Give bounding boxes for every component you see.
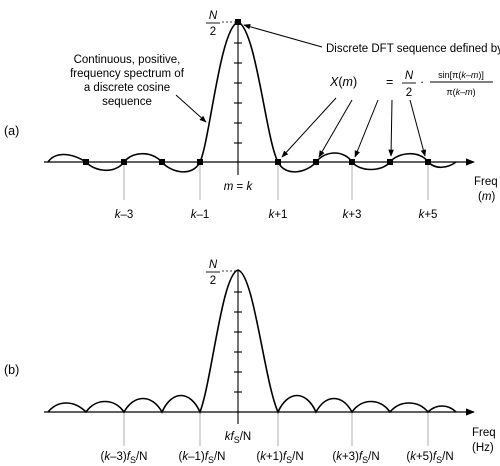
- svg-text:=: =: [386, 75, 393, 89]
- panel-b-center-label: kfS/N: [225, 431, 251, 445]
- panel-a-peak-arrow: [243, 24, 323, 48]
- panel-a-tick-k-1: k–1: [191, 209, 210, 221]
- panel-b-magnitude-spectrum: [47, 269, 457, 415]
- panel-a-tick-k+3: k+3: [343, 209, 362, 221]
- svg-text:Continuous, positive,: Continuous, positive,: [74, 54, 181, 66]
- svg-text:2: 2: [406, 87, 412, 99]
- svg-text:X(m): X(m): [329, 75, 357, 89]
- panel-b-tick-k+3: (k+3)fS/N: [332, 451, 379, 465]
- svg-text:N: N: [209, 259, 218, 271]
- panel-b-tick-k-3: (k–3)fS/N: [101, 451, 148, 465]
- panel-a-tick-k-3: k–3: [115, 209, 134, 221]
- panel-a-axis-label: Freq: [474, 176, 498, 188]
- svg-text:sequence: sequence: [102, 96, 152, 108]
- panel-b-peak-label: N 2: [206, 259, 220, 287]
- panel-a-sample-arrows: [281, 97, 427, 158]
- svg-text:frequency spectrum of: frequency spectrum of: [70, 68, 185, 80]
- svg-text:N: N: [405, 70, 414, 82]
- svg-text:a discrete cosine: a discrete cosine: [84, 82, 170, 94]
- panel-a-formula: X(m) = N 2 · sin[π(k–m)] π(k–m): [329, 70, 493, 99]
- panel-a-curve-arrow: [175, 94, 207, 123]
- svg-text:2: 2: [210, 275, 216, 287]
- panel-a-dft-samples: [83, 19, 431, 165]
- panel-b-axis-label: Freq: [472, 427, 496, 439]
- panel-a: (a): [4, 10, 500, 221]
- svg-text:2: 2: [210, 26, 216, 38]
- panel-a-grid-ticks: [123, 163, 429, 200]
- panel-a-axis-unit: (m): [478, 191, 495, 203]
- panel-a-tick-k+1: k+1: [269, 209, 288, 221]
- panel-a-center-ticks: [234, 42, 242, 144]
- panel-b-tick-k+5: (k+5)fS/N: [406, 451, 453, 465]
- svg-text:π(k–m): π(k–m): [446, 87, 475, 97]
- panel-a-peak-label: N 2: [206, 10, 220, 38]
- panel-b-axis-unit: (Hz): [472, 442, 494, 454]
- panel-a-tick-k+5: k+5: [419, 209, 438, 221]
- panel-a-dft-caption: Discrete DFT sequence defined by: [326, 43, 500, 55]
- svg-text:N: N: [209, 10, 218, 22]
- panel-a-label: (a): [4, 124, 19, 138]
- panel-a-center-label: m = k: [224, 181, 254, 193]
- panel-b-center-ticks: [234, 291, 242, 393]
- panel-b-label: (b): [4, 363, 19, 377]
- panel-b-tick-k+1: (k+1)fS/N: [256, 451, 303, 465]
- svg-text:·: ·: [420, 75, 424, 89]
- panel-b: (b) N 2 kfS/N (k–3)fS/N (k–1)fS: [4, 259, 496, 465]
- svg-text:sin[π(k–m)]: sin[π(k–m)]: [438, 70, 484, 80]
- panel-a-curve-caption: Continuous, positive, frequency spectrum…: [70, 54, 185, 108]
- panel-b-tick-k-1: (k–1)fS/N: [179, 451, 226, 465]
- panel-b-grid-ticks: [123, 413, 429, 446]
